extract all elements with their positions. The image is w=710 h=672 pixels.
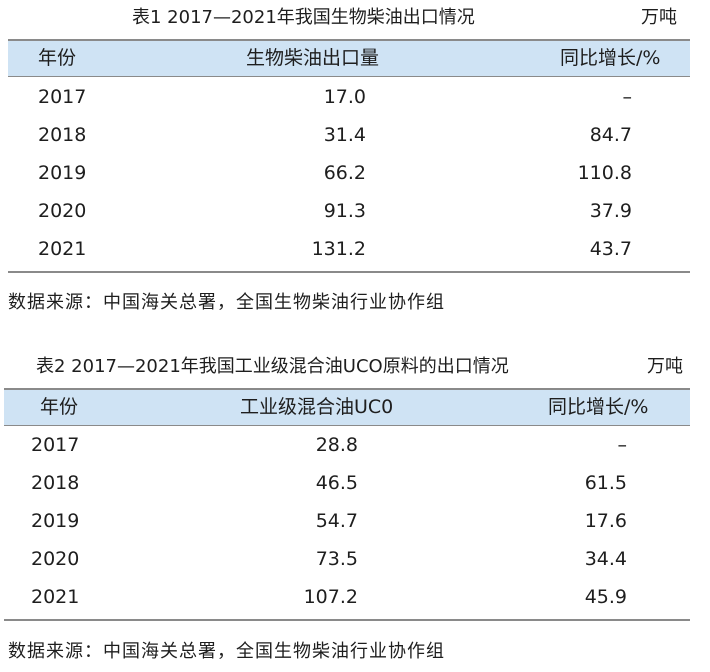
- year-cell: 2021: [38, 238, 87, 260]
- table-2-body: 2017 28.8 – 2018 46.5 61.5 2019 54.7 17.…: [4, 426, 690, 618]
- table-1-body: 2017 17.0 – 2018 31.4 84.7 2019 66.2 110…: [8, 78, 690, 270]
- table-1-block: 表1 2017—2021年我国生物柴油出口情况 万吨 年份 生物柴油出口量 同比…: [0, 0, 710, 330]
- volume-cell: 17.0: [323, 86, 366, 108]
- growth-cell: 43.7: [589, 238, 632, 260]
- growth-cell: 17.6: [584, 510, 627, 532]
- table-row: 2021 131.2 43.7: [8, 230, 690, 268]
- growth-cell: –: [617, 434, 628, 456]
- volume-cell: 46.5: [315, 472, 358, 494]
- table-2-bottom-rule: [4, 619, 690, 621]
- table-1-header-growth: 同比增长/%: [560, 47, 661, 69]
- table-row: 2019 66.2 110.8: [8, 154, 690, 192]
- year-cell: 2020: [38, 200, 87, 222]
- growth-cell: 37.9: [589, 200, 632, 222]
- table-2-header-volume: 工业级混合油UC0: [240, 396, 394, 418]
- table-1-unit: 万吨: [641, 7, 677, 28]
- growth-cell: 34.4: [584, 548, 627, 570]
- growth-cell: 45.9: [584, 586, 627, 608]
- growth-cell: 110.8: [577, 162, 632, 184]
- table-row: 2018 46.5 61.5: [4, 464, 690, 502]
- table-row: 2020 91.3 37.9: [8, 192, 690, 230]
- volume-cell: 31.4: [323, 124, 366, 146]
- volume-cell: 28.8: [315, 434, 358, 456]
- table-2-header-year: 年份: [40, 396, 79, 418]
- year-cell: 2017: [31, 434, 80, 456]
- volume-cell: 54.7: [315, 510, 358, 532]
- year-cell: 2018: [31, 472, 80, 494]
- table-row: 2019 54.7 17.6: [4, 502, 690, 540]
- table-2-unit: 万吨: [647, 356, 683, 377]
- year-cell: 2018: [38, 124, 87, 146]
- table-row: 2017 28.8 –: [4, 426, 690, 464]
- table-row: 2021 107.2 45.9: [4, 578, 690, 616]
- table-2-header-growth: 同比增长/%: [548, 396, 649, 418]
- table-2-block: 表2 2017—2021年我国工业级混合油UCO原料的出口情况 万吨 年份 工业…: [0, 348, 710, 672]
- year-cell: 2019: [38, 162, 87, 184]
- year-cell: 2021: [31, 586, 80, 608]
- table-row: 2017 17.0 –: [8, 78, 690, 116]
- table-1-header-volume: 生物柴油出口量: [246, 47, 380, 69]
- volume-cell: 66.2: [323, 162, 366, 184]
- volume-cell: 107.2: [303, 586, 358, 608]
- table-2-caption: 表2 2017—2021年我国工业级混合油UCO原料的出口情况: [36, 356, 509, 377]
- volume-cell: 131.2: [311, 238, 366, 260]
- table-row: 2020 73.5 34.4: [4, 540, 690, 578]
- table-1-caption: 表1 2017—2021年我国生物柴油出口情况: [132, 7, 475, 28]
- year-cell: 2019: [31, 510, 80, 532]
- growth-cell: –: [622, 86, 633, 108]
- table-1-source: 数据来源：中国海关总署，全国生物柴油行业协作组: [8, 292, 445, 313]
- table-2-source: 数据来源：中国海关总署，全国生物柴油行业协作组: [8, 641, 445, 662]
- table-row: 2018 31.4 84.7: [8, 116, 690, 154]
- table-1-header: 年份 生物柴油出口量 同比增长/%: [8, 39, 690, 77]
- volume-cell: 91.3: [323, 200, 366, 222]
- table-1-header-year: 年份: [38, 47, 77, 69]
- table-2-header: 年份 工业级混合油UC0 同比增长/%: [4, 388, 690, 426]
- year-cell: 2020: [31, 548, 80, 570]
- year-cell: 2017: [38, 86, 87, 108]
- volume-cell: 73.5: [315, 548, 358, 570]
- growth-cell: 61.5: [584, 472, 627, 494]
- growth-cell: 84.7: [589, 124, 632, 146]
- table-1-bottom-rule: [8, 271, 690, 273]
